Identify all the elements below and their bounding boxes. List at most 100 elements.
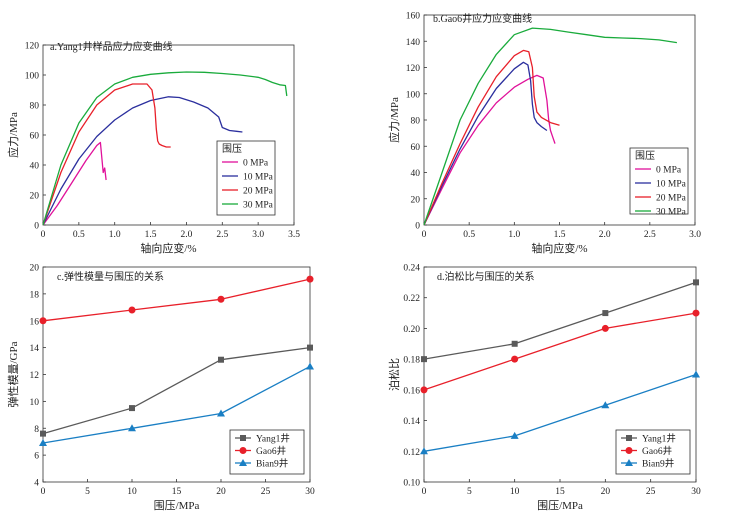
data-point [602,310,609,317]
y-tick-label: 6 [34,452,39,462]
y-tick-label: 18 [30,290,40,300]
chart-panel-d: 0 5 10 15 20 25 30 0.10 0.12 0.14 0.16 0.18 0.20 0.22… [387,264,701,513]
data-point [39,317,47,325]
y-tick-label: 20 [411,195,421,205]
x-tick-label: 2.5 [216,230,228,240]
y-tick-label: 140 [406,38,421,48]
legend-marker [240,435,246,441]
x-tick-label: 3.0 [689,230,701,240]
y-tick-label: 0 [415,222,420,232]
legend-entry: Yang1井 [642,433,676,445]
x-tick-label: 0 [41,230,46,240]
x-axis-label: 轴向应变/% [531,241,587,255]
x-tick-label: 30 [305,487,315,497]
y-tick-label: 0.22 [403,294,420,304]
chart-title: d.泊松比与围压的关系 [437,270,535,283]
x-tick-label: 30 [691,487,701,497]
y-tick-label: 0.12 [403,448,420,458]
y-tick-label: 100 [25,72,40,82]
legend-box [216,140,276,216]
x-tick-label: 2.5 [644,230,656,240]
series-line-2 [42,365,311,444]
legend-entry: Gao6井 [642,445,672,457]
legend-entry: Yang1井 [256,433,290,445]
legend-entry: 20 MPa [656,194,687,204]
y-tick-label: 16 [30,317,40,327]
x-tick-label: 1.5 [145,230,157,240]
data-point [306,362,314,370]
data-point [217,295,225,303]
y-tick-label: 40 [30,162,40,172]
x-tick-label: 3.5 [288,230,300,240]
y-axis-label: 泊松比 [387,358,401,391]
y-tick-label: 20 [30,192,40,202]
series-line-1 [423,312,697,391]
data-point [306,275,314,283]
series-line-0 [42,346,311,435]
data-point [307,344,313,351]
y-tick-label: 100 [406,90,421,100]
x-tick-label: 10 [510,487,520,497]
x-tick-label: 2.0 [599,230,611,240]
y-tick-label: 12 [30,371,40,381]
legend-box [629,147,689,215]
data-point [693,279,699,286]
data-point [692,370,700,378]
x-tick-label: 25 [261,487,271,497]
chart-panel-c: 0 5 10 15 20 25 30 4 6 8 10 12 14 16 18 20 c.弹性模量与围压的关系围… [6,264,315,513]
legend: 围压0 MPa 10 MPa 20 MPa 30 MPa [629,147,689,218]
data-point [217,409,225,417]
x-tick-label: 15 [555,487,565,497]
x-tick-label: 1.5 [554,230,566,240]
x-axis-label: 围压/MPa [537,499,583,512]
series-line-1 [423,61,548,226]
legend-entry: Bian9井 [256,458,288,470]
chart-panel-a: 0 0.5 1.0 1.5 2.0 2.5 3.0 3.5 0 20 40 60 80 100 120 a.Y… [6,40,300,255]
chart-panel-b: 0 0.5 1.0 1.5 2.0 2.5 3.0 0 20 40 60 80 100 120 140 160… [387,12,701,256]
legend-entry: 10 MPa [656,180,687,190]
x-tick-label: 20 [601,487,611,497]
y-tick-label: 0.10 [403,479,420,489]
y-tick-label: 0.20 [403,325,420,335]
x-tick-label: 1.0 [508,230,520,240]
y-tick-label: 10 [30,398,40,408]
data-point [511,340,518,347]
data-point [511,355,519,363]
series-line-1 [42,278,311,322]
data-point [421,356,427,363]
y-tick-label: 0 [34,222,39,232]
legend-entry: 30 MPa [656,208,687,218]
y-tick-label: 0.18 [403,356,420,366]
y-tick-label: 160 [406,12,421,22]
data-point [129,405,135,412]
y-tick-label: 20 [30,264,40,274]
y-axis-label: 应力/MPa [387,97,401,143]
legend-marker [239,447,247,454]
y-tick-label: 60 [30,132,40,142]
legend-entry: 0 MPa [243,159,269,169]
y-tick-label: 0.14 [403,417,420,427]
series-line-1 [42,96,243,226]
y-tick-label: 40 [411,169,421,179]
legend-entry: Bian9井 [642,458,674,470]
series-line-0 [42,141,107,226]
legend-marker [626,435,632,441]
y-tick-label: 0.16 [403,386,420,396]
series-line-3 [42,71,288,226]
data-point [510,431,519,439]
legend-entry: Gao6井 [256,445,286,457]
legend: 围压0 MPa 10 MPa 20 MPa 30 MPa [216,140,276,216]
x-tick-label: 0 [422,230,427,240]
legend-entry: 10 MPa [243,173,274,183]
x-tick-label: 0.5 [73,230,85,240]
x-tick-label: 20 [216,487,226,497]
x-tick-label: 15 [172,487,182,497]
data-point [39,439,47,447]
chart-title: c.弹性模量与围压的关系 [57,270,164,283]
chart-title: b.Gao6井应力应变曲线 [433,12,532,25]
x-tick-label: 10 [127,487,137,497]
x-axis-label: 围压/MPa [154,499,200,512]
x-tick-label: 0 [41,487,46,497]
